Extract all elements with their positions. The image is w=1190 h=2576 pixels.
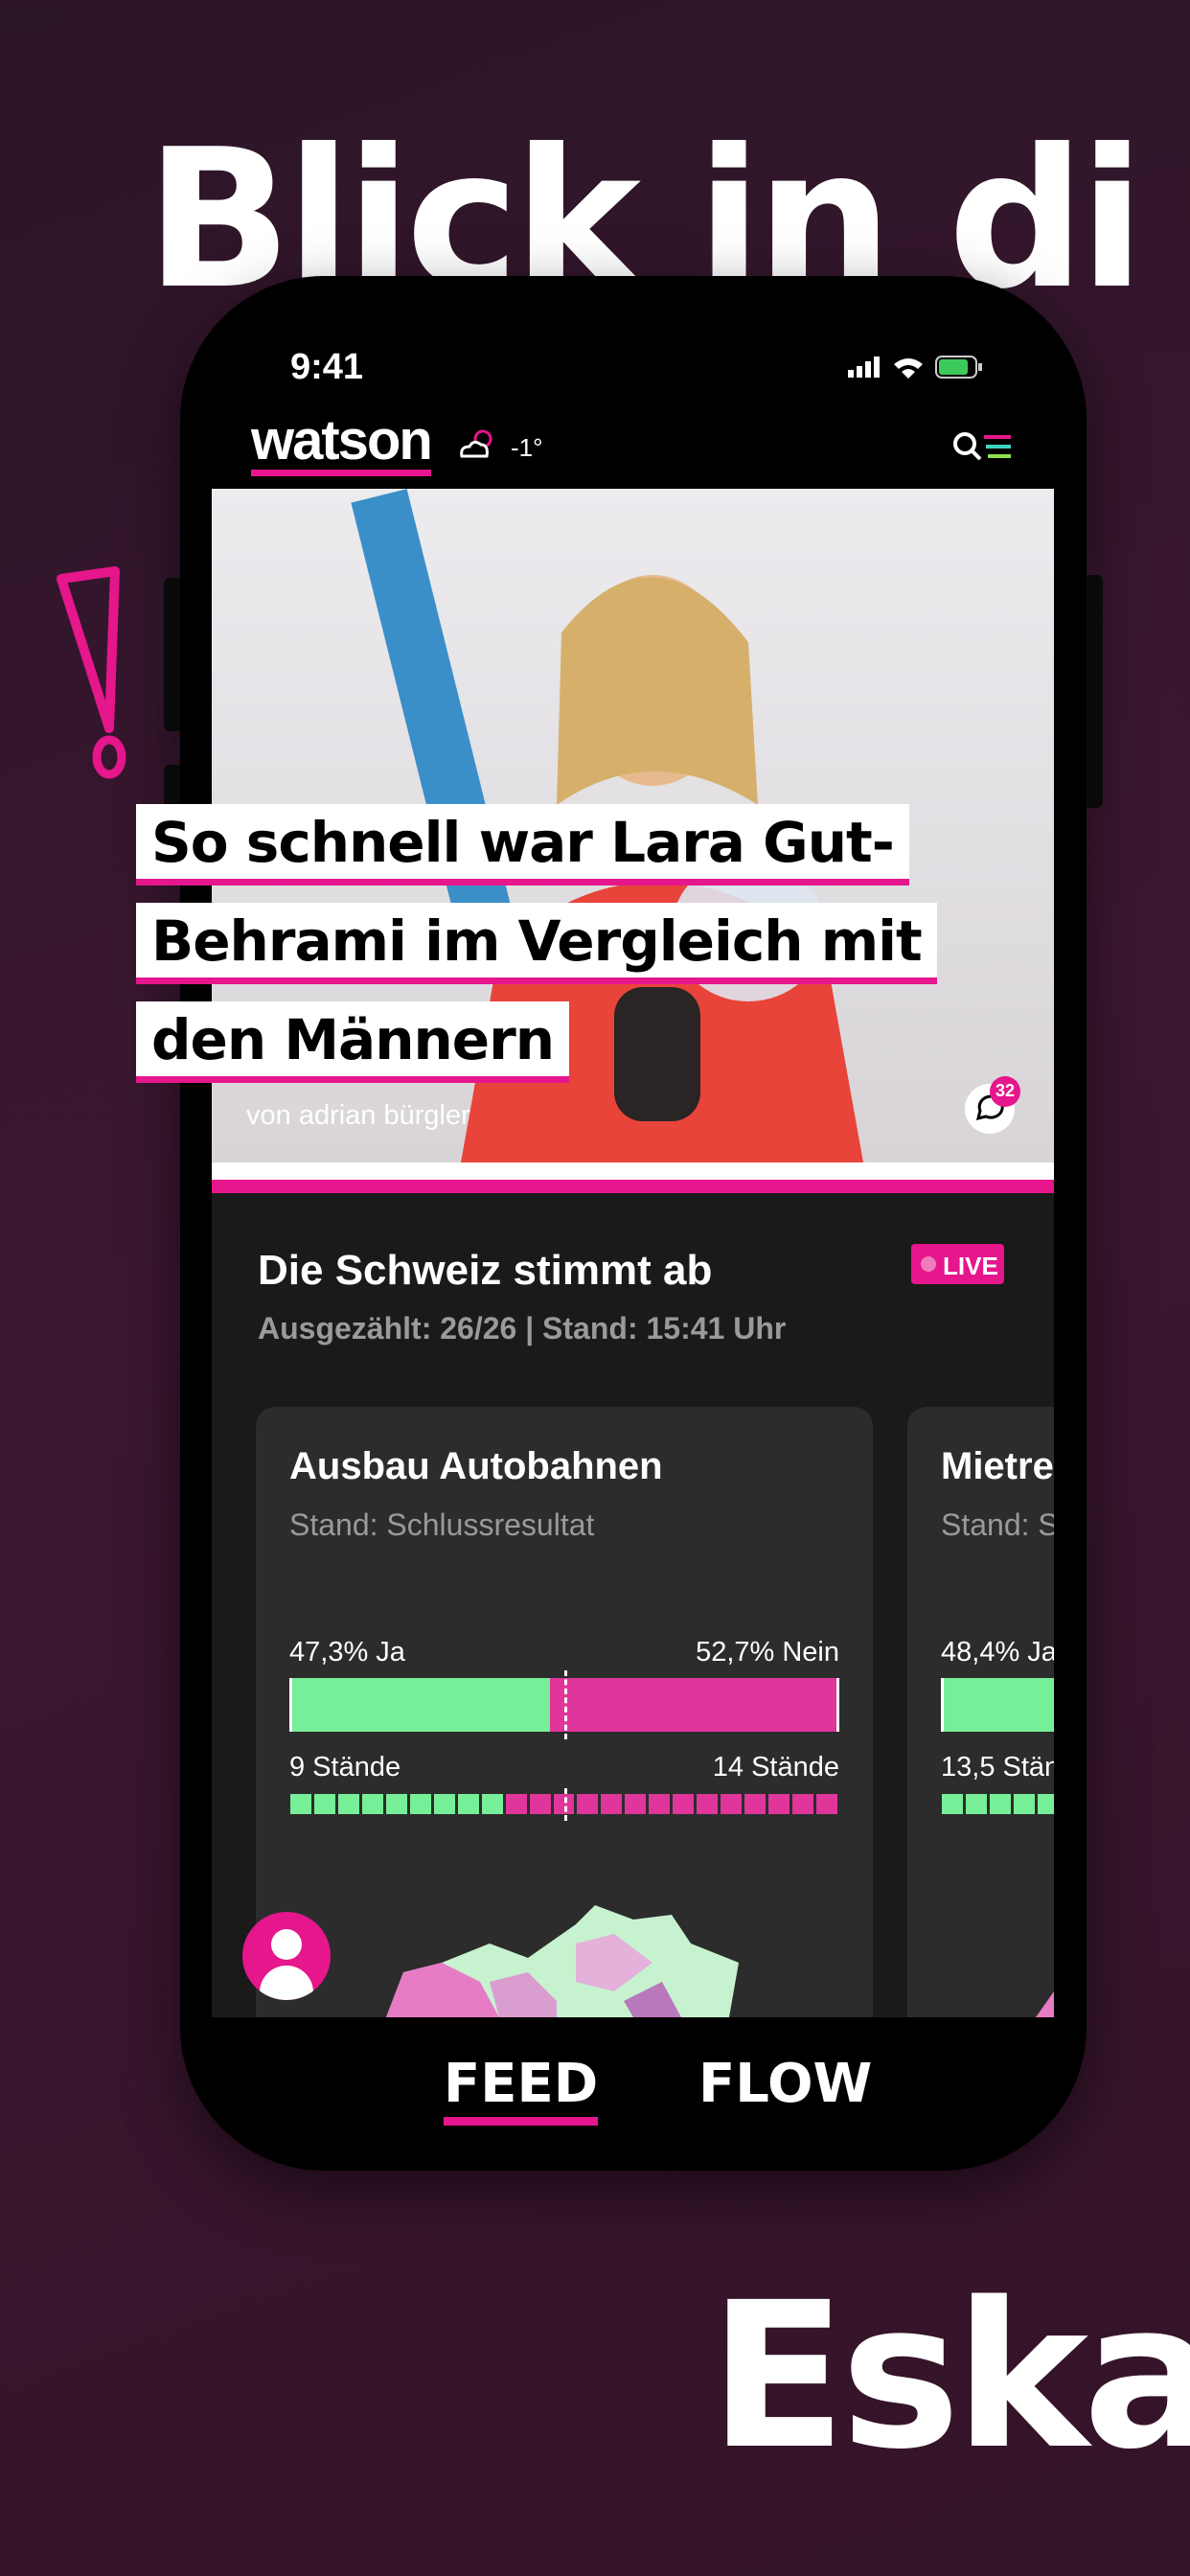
canton-segment: [1037, 1794, 1054, 1814]
canton-segment: [553, 1794, 575, 1814]
weather-temp: -1°: [511, 433, 543, 462]
canton-segment: [965, 1794, 987, 1814]
divider: [212, 1180, 1054, 1193]
avatar-head: [271, 1929, 302, 1960]
card-status: Stand: Schlussresultat: [289, 1507, 595, 1542]
yes-percent: 47,3% Ja: [289, 1637, 405, 1668]
status-icons: [848, 356, 982, 379]
side-button: [164, 578, 183, 731]
canton-segment: [457, 1794, 479, 1814]
divider: [212, 1162, 1054, 1180]
canton-segment: [385, 1794, 407, 1814]
majority-line: [564, 1670, 567, 1739]
canton-segment: [290, 1794, 311, 1814]
yes-cantons: 9 Stände: [289, 1752, 401, 1782]
live-label: LIVE: [943, 1252, 998, 1280]
canton-segment: [601, 1794, 623, 1814]
canton-segment: [721, 1794, 743, 1814]
vote-card[interactable]: Mietre Stand: S 48,4% Ja 13,5 Stän: [907, 1407, 1054, 2017]
result-bar-yes: [289, 1678, 550, 1732]
no-percent: 52,7% Nein: [696, 1637, 839, 1668]
yes-percent: 48,4% Ja: [941, 1637, 1054, 1668]
exclamation-doodle: [57, 566, 126, 779]
card-title: Mietre: [941, 1445, 1054, 1487]
canton-segment: [529, 1794, 551, 1814]
section-subtitle: Ausgezählt: 26/26 | Stand: 15:41 Uhr: [258, 1311, 787, 1346]
canton-segment: [577, 1794, 599, 1814]
avatar-body: [260, 1966, 313, 2000]
tab-feed[interactable]: FEED: [444, 2053, 599, 2126]
status-time: 9:41: [290, 347, 364, 387]
headline-line[interactable]: So schnell war Lara Gut-: [136, 804, 909, 886]
canton-segment: [433, 1794, 455, 1814]
canton-segment: [505, 1794, 527, 1814]
card-status: Stand: S: [941, 1507, 1054, 1542]
canton-segment: [792, 1794, 814, 1814]
canton-segment: [481, 1794, 503, 1814]
screen: watson -1° von adrian bürgler 32 Die Sch…: [212, 410, 1054, 2017]
canton-segment: [649, 1794, 671, 1814]
canton-segment: [409, 1794, 431, 1814]
side-button: [1084, 575, 1103, 808]
logo[interactable]: watson: [251, 412, 433, 476]
canton-segment: [697, 1794, 719, 1814]
canton-segment: [1013, 1794, 1035, 1814]
canton-segment: [673, 1794, 695, 1814]
live-dot: [921, 1256, 936, 1272]
canton-segment: [361, 1794, 383, 1814]
canton-segment: [768, 1794, 790, 1814]
profile-button[interactable]: [242, 1912, 331, 2000]
canton-segment: [337, 1794, 359, 1814]
comment-icon[interactable]: [959, 1076, 1022, 1136]
author: von adrian bürgler: [246, 1100, 470, 1131]
search-menu-button[interactable]: [951, 429, 1018, 468]
live-badge: LIVE: [911, 1244, 1004, 1284]
canton-segment: [989, 1794, 1011, 1814]
weather-icon: [460, 429, 492, 458]
card-title: Ausbau Autobahnen: [289, 1445, 663, 1487]
section-title: Die Schweiz stimmt ab: [258, 1247, 713, 1294]
yes-cantons: 13,5 Stän: [941, 1752, 1054, 1782]
canton-segment: [816, 1794, 837, 1814]
canton-segment: [744, 1794, 767, 1814]
result-bar-yes: [941, 1678, 1054, 1732]
canton-segment: [313, 1794, 335, 1814]
vote-card[interactable]: Ausbau Autobahnen Stand: Schlussresultat 4…: [256, 1407, 873, 2017]
tab-flow[interactable]: FLOW: [698, 2053, 873, 2115]
comment-count: 32: [995, 1081, 1016, 1100]
no-cantons: 14 Stände: [712, 1752, 839, 1782]
majority-line: [564, 1788, 567, 1821]
headline-line[interactable]: Behrami im Vergleich mit: [136, 903, 937, 984]
headline-line[interactable]: den Männern: [136, 1001, 570, 1083]
canton-segment: [942, 1794, 963, 1814]
banner-bottom: Eska: [709, 2259, 1190, 2494]
results-map: [386, 1905, 1054, 2017]
canton-segment: [625, 1794, 647, 1814]
